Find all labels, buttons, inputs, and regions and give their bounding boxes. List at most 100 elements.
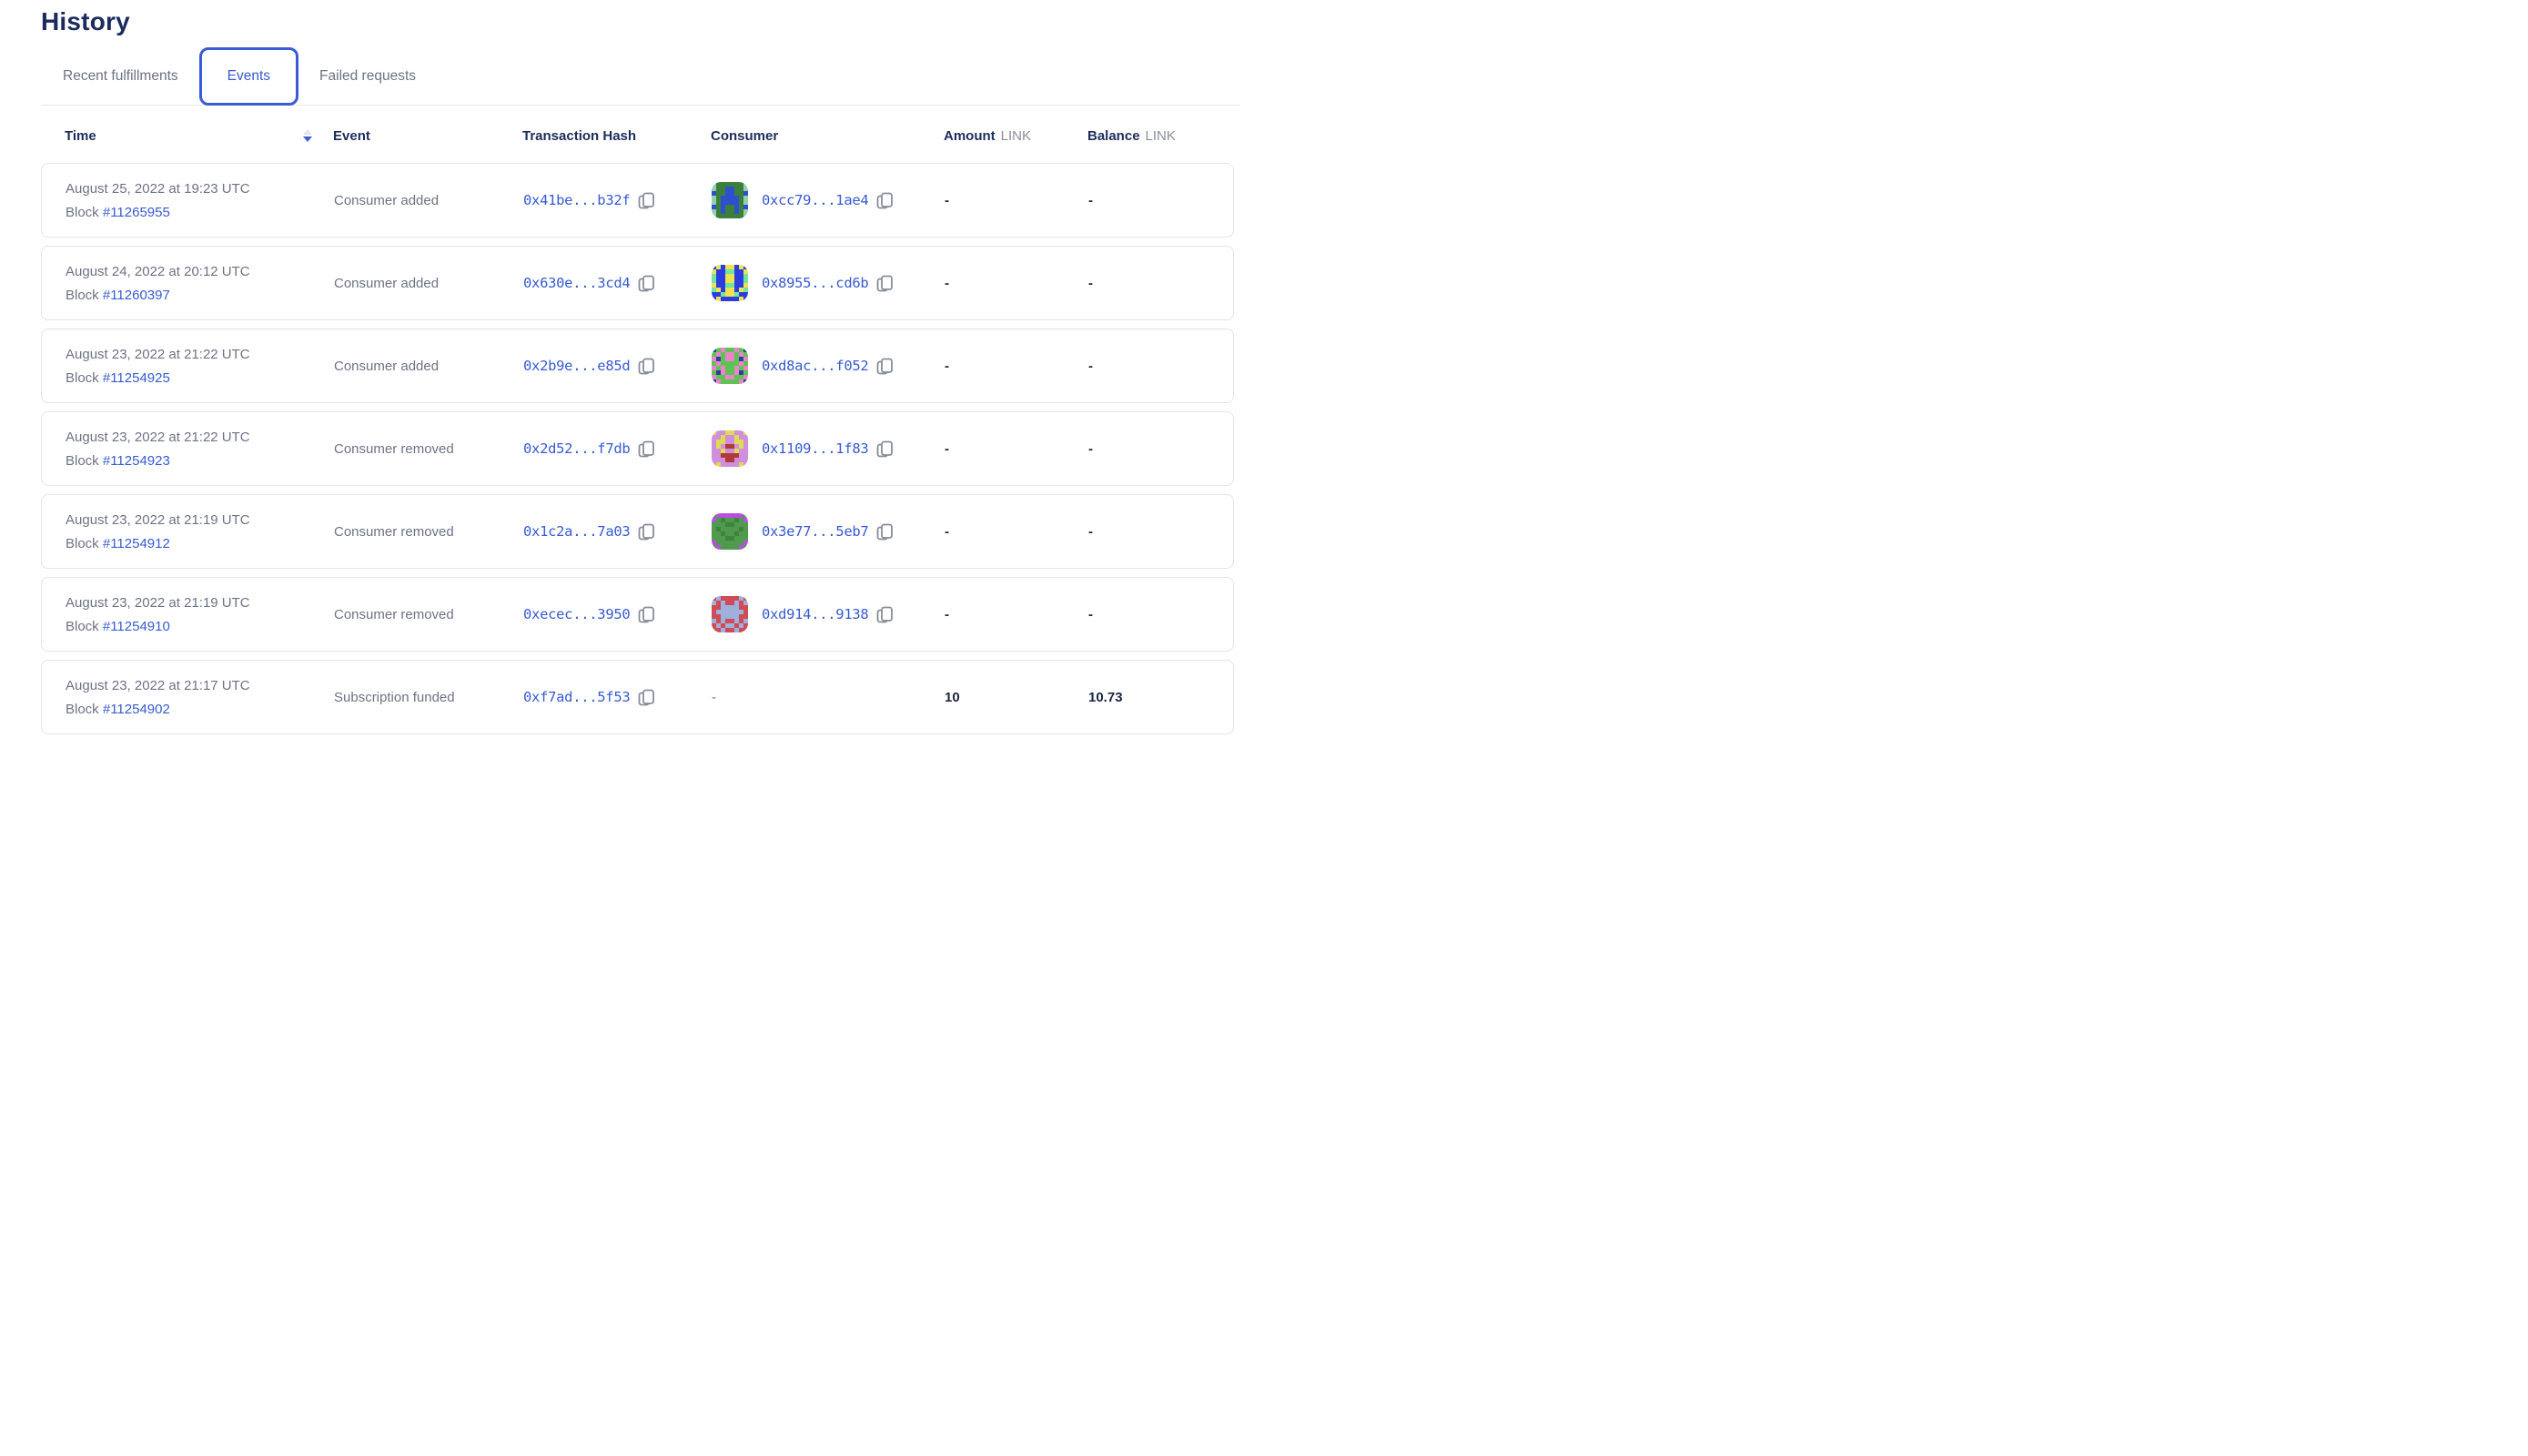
balance-unit-label: LINK [1145, 127, 1176, 144]
block-label: Block [66, 369, 99, 386]
time-cell: August 23, 2022 at 21:19 UTC Block #1125… [66, 595, 334, 634]
row-timestamp: August 23, 2022 at 21:17 UTC [66, 677, 250, 693]
consumer-cell: 0x8955...cd6b [712, 265, 945, 301]
amount-value: - [945, 192, 949, 208]
column-header-time[interactable]: Time [65, 128, 333, 144]
time-cell: August 23, 2022 at 21:19 UTC Block #1125… [66, 512, 334, 551]
amount-unit-label: LINK [1000, 127, 1032, 144]
consumer-empty-value: - [712, 689, 716, 705]
block-line: Block #11260397 [66, 288, 334, 303]
transaction-hash-cell: 0xecec...3950 [523, 606, 712, 623]
time-cell: August 23, 2022 at 21:22 UTC Block #1125… [66, 347, 334, 386]
consumer-cell: 0xd914...9138 [712, 596, 945, 632]
consumer-address-link[interactable]: 0xcc79...1ae4 [762, 192, 869, 208]
consumer-address-link[interactable]: 0xd914...9138 [762, 606, 869, 622]
consumer-address-link[interactable]: 0x8955...cd6b [762, 275, 869, 291]
blockies-avatar [712, 265, 748, 301]
page-title: History [41, 7, 130, 35]
blockies-avatar [712, 513, 748, 550]
transaction-hash-link[interactable]: 0x2b9e...e85d [523, 358, 631, 374]
copy-icon[interactable] [876, 192, 894, 209]
transaction-hash-link[interactable]: 0x41be...b32f [523, 192, 631, 208]
tab-failed-requests[interactable]: Failed requests [319, 67, 417, 84]
copy-icon[interactable] [876, 440, 894, 458]
tab-events[interactable]: Events [198, 46, 299, 106]
table-row: August 23, 2022 at 21:22 UTC Block #1125… [41, 411, 1234, 486]
amount-value: - [945, 606, 949, 622]
table-row: August 23, 2022 at 21:19 UTC Block #1125… [41, 494, 1234, 569]
copy-icon[interactable] [876, 275, 894, 292]
balance-header-label: Balance [1087, 127, 1140, 144]
copy-icon[interactable] [876, 358, 894, 375]
block-line: Block #11254923 [66, 453, 334, 469]
table-row: August 23, 2022 at 21:17 UTC Block #1125… [41, 660, 1234, 734]
history-page: History Recent fulfillments Events Faile… [0, 0, 1264, 734]
consumer-address-link[interactable]: 0x3e77...5eb7 [762, 523, 869, 540]
block-number-link[interactable]: #11265955 [102, 204, 170, 220]
block-number-link[interactable]: #11254923 [102, 452, 170, 469]
row-timestamp: August 23, 2022 at 21:22 UTC [66, 346, 250, 362]
block-number-link[interactable]: #11254910 [102, 618, 170, 634]
copy-icon[interactable] [638, 606, 655, 623]
consumer-address-link[interactable]: 0xd8ac...f052 [762, 358, 869, 374]
copy-icon[interactable] [638, 192, 655, 209]
block-line: Block #11254902 [66, 702, 334, 717]
transaction-hash-cell: 0x630e...3cd4 [523, 275, 712, 292]
copy-icon[interactable] [638, 689, 655, 706]
time-cell: August 23, 2022 at 21:17 UTC Block #1125… [66, 678, 334, 717]
transaction-hash-cell: 0x2b9e...e85d [523, 358, 712, 375]
row-timestamp: August 25, 2022 at 19:23 UTC [66, 180, 250, 197]
balance-value: - [1088, 358, 1093, 374]
event-type: Consumer added [334, 358, 440, 374]
consumer-cell: 0x1109...1f83 [712, 430, 945, 467]
block-number-link[interactable]: #11260397 [102, 287, 170, 303]
balance-value: - [1088, 523, 1093, 540]
block-label: Block [66, 287, 99, 303]
transaction-hash-link[interactable]: 0x2d52...f7db [523, 440, 631, 457]
copy-icon[interactable] [638, 523, 655, 541]
amount-header-label: Amount [944, 127, 996, 144]
balance-value: 10.73 [1088, 689, 1123, 705]
row-timestamp: August 23, 2022 at 21:22 UTC [66, 429, 250, 445]
copy-icon[interactable] [876, 523, 894, 541]
balance-value: - [1088, 606, 1093, 622]
blockies-avatar [712, 348, 748, 384]
sort-descending-icon[interactable] [303, 129, 312, 142]
column-header-consumer: Consumer [711, 127, 779, 144]
column-header-balance: Balance LINK [1087, 128, 1210, 144]
row-timestamp: August 24, 2022 at 20:12 UTC [66, 263, 250, 279]
block-number-link[interactable]: #11254902 [102, 701, 170, 717]
transaction-hash-cell: 0x1c2a...7a03 [523, 523, 712, 541]
table-row: August 23, 2022 at 21:22 UTC Block #1125… [41, 329, 1234, 403]
column-header-amount: Amount LINK [944, 128, 1087, 144]
consumer-address-link[interactable]: 0x1109...1f83 [762, 440, 869, 457]
amount-value: - [945, 275, 949, 291]
event-type: Consumer removed [334, 523, 454, 540]
block-label: Block [66, 452, 99, 469]
block-line: Block #11254910 [66, 619, 334, 634]
table-row: August 24, 2022 at 20:12 UTC Block #1126… [41, 246, 1234, 320]
transaction-hash-link[interactable]: 0x1c2a...7a03 [523, 523, 631, 540]
consumer-cell: - [712, 690, 945, 705]
copy-icon[interactable] [638, 275, 655, 292]
block-number-link[interactable]: #11254912 [102, 535, 170, 551]
row-timestamp: August 23, 2022 at 21:19 UTC [66, 594, 250, 611]
event-type: Consumer removed [334, 606, 454, 622]
amount-value: 10 [945, 689, 960, 705]
block-label: Block [66, 535, 99, 551]
copy-icon[interactable] [638, 440, 655, 458]
block-number-link[interactable]: #11254925 [102, 369, 170, 386]
table-body: August 25, 2022 at 19:23 UTC Block #1126… [41, 163, 1234, 734]
time-cell: August 24, 2022 at 20:12 UTC Block #1126… [66, 264, 334, 303]
copy-icon[interactable] [638, 358, 655, 375]
balance-value: - [1088, 440, 1093, 457]
copy-icon[interactable] [876, 606, 894, 623]
event-type: Consumer added [334, 275, 440, 291]
transaction-hash-cell: 0x2d52...f7db [523, 440, 712, 458]
event-type: Consumer removed [334, 440, 454, 457]
transaction-hash-link[interactable]: 0xf7ad...5f53 [523, 689, 631, 705]
tab-recent-fulfillments[interactable]: Recent fulfillments [63, 67, 178, 84]
transaction-hash-link[interactable]: 0xecec...3950 [523, 606, 631, 622]
blockies-avatar [712, 430, 748, 467]
transaction-hash-link[interactable]: 0x630e...3cd4 [523, 275, 631, 291]
